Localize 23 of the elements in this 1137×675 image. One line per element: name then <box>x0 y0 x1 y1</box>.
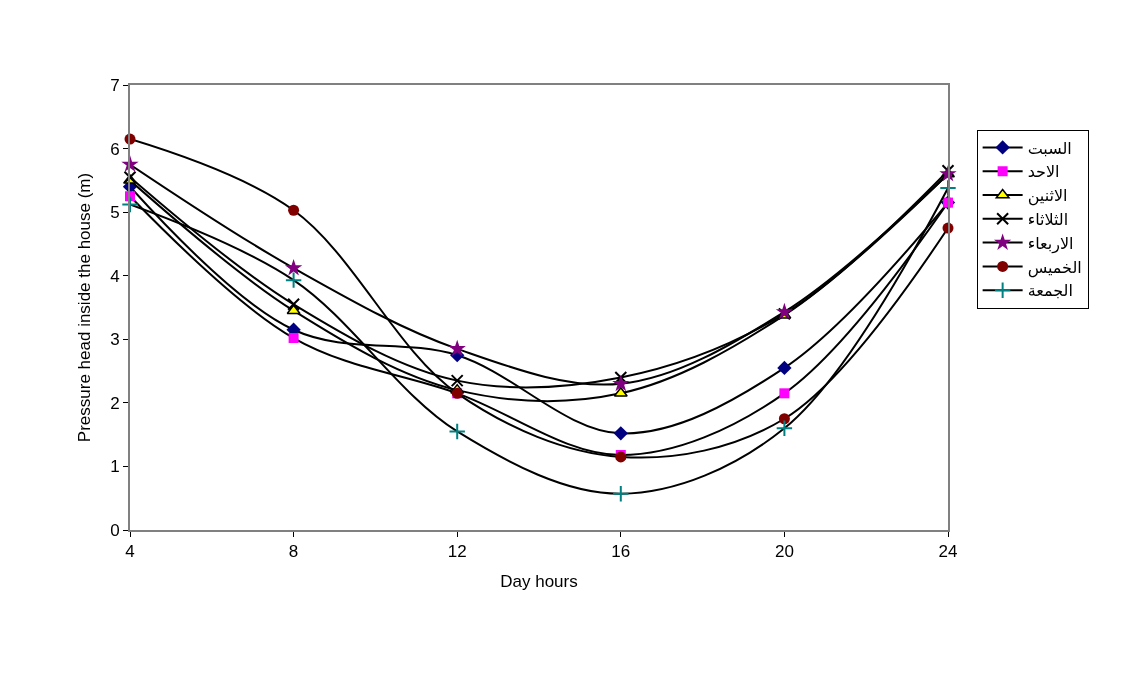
x-tick-label: 4 <box>125 542 135 562</box>
legend-label: السبت <box>1027 138 1072 158</box>
y-tick-label: 7 <box>110 75 120 95</box>
x-tick-label: 8 <box>288 542 299 562</box>
legend-label: الثلاثاء <box>1027 210 1069 230</box>
y-axis-title: Pressure head inside the house (m) <box>75 172 95 443</box>
legend-label: الجمعة <box>1027 281 1073 301</box>
x-tick-label: 16 <box>611 542 631 562</box>
x-axis-title: Day hours <box>500 572 578 592</box>
y-tick-label: 1 <box>110 457 120 477</box>
x-tick-label: 24 <box>938 542 958 562</box>
y-tick-label: 0 <box>110 520 120 540</box>
y-tick-label: 4 <box>110 266 120 286</box>
y-tick-label: 6 <box>110 139 120 159</box>
legend-label: الاثنين <box>1027 186 1068 207</box>
legend-label: الخميس <box>1027 257 1082 278</box>
x-tick-label: 20 <box>774 542 794 562</box>
legend-label: الاربعاء <box>1027 233 1074 254</box>
y-tick-label: 5 <box>110 203 120 223</box>
y-tick-label: 3 <box>110 330 120 350</box>
y-tick-label: 2 <box>110 393 120 413</box>
x-tick-label: 12 <box>447 542 467 562</box>
legend-label: الاحد <box>1027 162 1060 182</box>
